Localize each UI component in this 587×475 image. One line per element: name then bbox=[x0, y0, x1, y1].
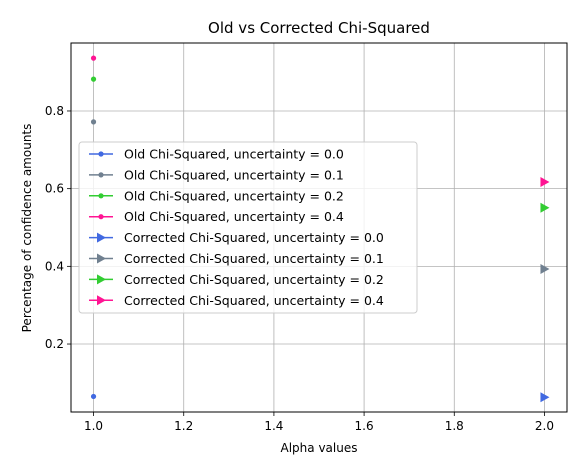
data-point bbox=[540, 264, 550, 275]
legend-label: Old Chi-Squared, uncertainty = 0.1 bbox=[124, 167, 344, 182]
legend-marker bbox=[97, 253, 106, 264]
legend-label: Corrected Chi-Squared, uncertainty = 0.1 bbox=[124, 251, 384, 266]
y-tick-label: 0.2 bbox=[45, 337, 64, 351]
y-tick-label: 0.8 bbox=[45, 104, 64, 118]
legend-marker bbox=[98, 172, 104, 178]
legend-marker bbox=[98, 193, 104, 199]
legend-marker bbox=[97, 274, 106, 285]
data-point bbox=[90, 76, 97, 82]
data-point bbox=[540, 202, 550, 213]
legend-item: Corrected Chi-Squared, uncertainty = 0.1 bbox=[89, 251, 384, 266]
legend: Old Chi-Squared, uncertainty = 0.0 Old Ch… bbox=[78, 141, 418, 314]
y-tick-label: 0.6 bbox=[45, 182, 64, 196]
legend-label: Corrected Chi-Squared, uncertainty = 0.0 bbox=[124, 230, 384, 245]
data-point bbox=[540, 392, 550, 403]
legend-item: Corrected Chi-Squared, uncertainty = 0.2 bbox=[89, 272, 384, 287]
legend-label: Old Chi-Squared, uncertainty = 0.4 bbox=[124, 209, 344, 224]
x-axis-title: Alpha values bbox=[281, 441, 358, 455]
x-tick-label: 1.2 bbox=[174, 419, 193, 433]
legend-marker bbox=[97, 295, 106, 306]
legend-label: Old Chi-Squared, uncertainty = 0.0 bbox=[124, 147, 344, 162]
legend-marker bbox=[98, 214, 104, 220]
legend-label: Old Chi-Squared, uncertainty = 0.2 bbox=[124, 188, 344, 203]
x-tick-label: 1.6 bbox=[355, 419, 374, 433]
legend-label: Corrected Chi-Squared, uncertainty = 0.2 bbox=[124, 272, 384, 287]
chart-title: Old vs Corrected Chi-Squared bbox=[208, 19, 430, 37]
axis-ticks: 1.0 1.2 1.4 1.6 1.8 2.0 0.2 0.4 0.6 0.8 bbox=[45, 104, 554, 433]
legend-item: Old Chi-Squared, uncertainty = 0.0 bbox=[89, 147, 344, 162]
data-point bbox=[540, 177, 550, 188]
legend-item: Corrected Chi-Squared, uncertainty = 0.0 bbox=[89, 230, 384, 245]
legend-marker bbox=[98, 151, 104, 157]
legend-item: Old Chi-Squared, uncertainty = 0.4 bbox=[89, 209, 344, 224]
data-point bbox=[90, 55, 97, 61]
plot-frame bbox=[70, 42, 568, 413]
legend-item: Old Chi-Squared, uncertainty = 0.1 bbox=[89, 167, 344, 182]
legend-marker bbox=[97, 232, 106, 243]
legend-item: Old Chi-Squared, uncertainty = 0.2 bbox=[89, 188, 344, 203]
y-tick-label: 0.4 bbox=[45, 259, 64, 273]
legend-item: Corrected Chi-Squared, uncertainty = 0.4 bbox=[89, 293, 384, 308]
x-tick-label: 2.0 bbox=[535, 419, 554, 433]
data-points bbox=[90, 55, 550, 403]
x-tick-label: 1.0 bbox=[84, 419, 103, 433]
data-point bbox=[90, 393, 97, 400]
x-tick-label: 1.4 bbox=[264, 419, 283, 433]
y-axis-title: Percentage of confidence amounts bbox=[20, 124, 34, 333]
legend-label: Corrected Chi-Squared, uncertainty = 0.4 bbox=[124, 293, 384, 308]
legend-box bbox=[78, 141, 418, 314]
data-point bbox=[90, 119, 97, 125]
x-tick-label: 1.8 bbox=[445, 419, 464, 433]
